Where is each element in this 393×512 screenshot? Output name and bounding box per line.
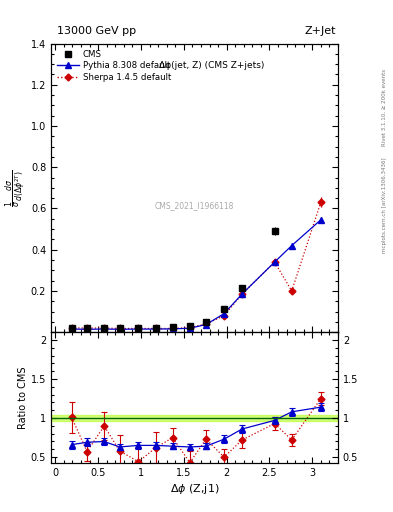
Text: Z+Jet: Z+Jet [305, 26, 336, 36]
Text: Rivet 3.1.10, ≥ 200k events: Rivet 3.1.10, ≥ 200k events [382, 69, 387, 146]
Y-axis label: $\frac{1}{\sigma}\frac{d\sigma}{d(\Delta\phi^{2T})}$: $\frac{1}{\sigma}\frac{d\sigma}{d(\Delta… [4, 169, 29, 206]
Text: CMS_2021_I1966118: CMS_2021_I1966118 [155, 201, 234, 209]
Bar [51, 415, 338, 421]
Legend: CMS, Pythia 8.308 default, Sherpa 1.4.5 default: CMS, Pythia 8.308 default, Sherpa 1.4.5 … [55, 48, 173, 83]
Y-axis label: Ratio to CMS: Ratio to CMS [18, 367, 28, 429]
X-axis label: $\Delta\phi$ (Z,j1): $\Delta\phi$ (Z,j1) [170, 482, 219, 497]
Text: 13000 GeV pp: 13000 GeV pp [57, 26, 136, 36]
Text: Δφ(jet, Z) (CMS Z+jets): Δφ(jet, Z) (CMS Z+jets) [159, 61, 264, 70]
Text: mcplots.cern.ch [arXiv:1306.3436]: mcplots.cern.ch [arXiv:1306.3436] [382, 157, 387, 252]
